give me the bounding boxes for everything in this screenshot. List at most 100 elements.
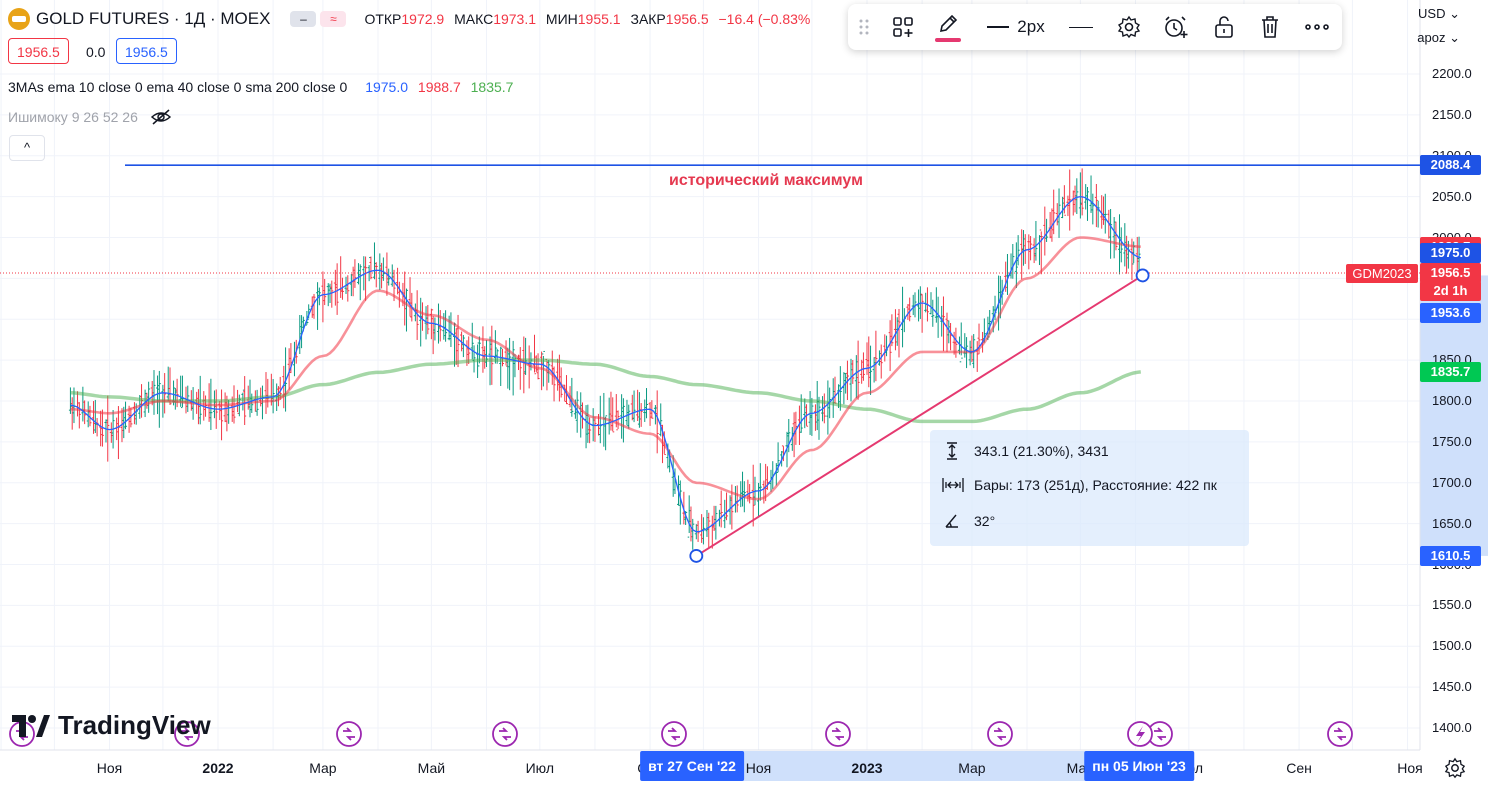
drawing-toolbar: 2px	[848, 4, 1342, 50]
currency-label: USD	[1418, 6, 1446, 21]
price-tick-label: 1700.0	[1432, 474, 1472, 490]
symbol-title[interactable]: GOLD FUTURES · 1Д · MOEX	[36, 9, 271, 28]
ohlc-values: ОТКР1972.9 МАКС1973.1 МИН1955.1 ЗАКР1956…	[364, 11, 816, 27]
price-tick-label: 1800.0	[1432, 393, 1472, 408]
angle-icon	[945, 514, 958, 528]
range-start-date-tag: вт 27 Сен '22	[640, 751, 744, 781]
time-tick-label: Июл	[525, 760, 555, 776]
ichimoku-label: Ишимоку 9 26 52 26	[8, 109, 138, 126]
currency-selector[interactable]: USD ⌄	[1418, 6, 1460, 22]
close-label: ЗАКР	[630, 11, 666, 27]
close-value: 1956.5	[665, 11, 709, 27]
symbol-tag: GDM2023	[1346, 264, 1418, 283]
alert-add-icon[interactable]	[1160, 4, 1192, 50]
trash-icon[interactable]	[1256, 4, 1284, 50]
time-tick-label: Май	[417, 760, 446, 776]
sell-button[interactable]: 1956.5	[8, 38, 69, 64]
grid	[0, 0, 1420, 750]
range-end-date-tag: пн 05 Июн '23	[1084, 751, 1194, 781]
line-width-selector[interactable]: 2px	[984, 4, 1048, 50]
time-tick-label: Ноя	[96, 760, 123, 776]
price-tick-label: 1550.0	[1432, 597, 1472, 613]
objects-tree-icon[interactable]	[888, 4, 918, 50]
time-tick-label: Ноя	[745, 760, 772, 776]
wave-toggle-icon[interactable]: ≈	[320, 11, 347, 27]
chart-settings-icon[interactable]	[1444, 757, 1466, 784]
mas-indicator-legend[interactable]: 3MAs ema 10 close 0 ema 40 close 0 sma 2…	[8, 79, 513, 95]
pencil-color-icon[interactable]	[932, 4, 964, 50]
time-tick-label: Сен	[1286, 760, 1312, 776]
tradingview-wordmark: TradingView	[58, 710, 211, 740]
angle-row: 32°	[944, 513, 995, 529]
ema10-value: 1975.0	[365, 79, 409, 95]
chevron-down-icon: ⌄	[1449, 6, 1460, 21]
gold-symbol-icon	[8, 8, 30, 30]
mas-label: 3MAs ema 10 close 0 ema 40 close 0 sma 2…	[8, 79, 348, 95]
price-tick-label: 1400.0	[1432, 720, 1472, 735]
price-range-text: 343.1 (21.30%), 3431	[974, 443, 1109, 459]
drag-handle-icon[interactable]	[856, 4, 872, 50]
high-label: МАКС	[454, 11, 494, 27]
time-tick-label: 2023	[851, 760, 883, 776]
tradingview-logo-icon	[12, 714, 50, 737]
spread-value: 0.0	[86, 44, 106, 60]
low-value: 1955.1	[577, 11, 621, 27]
unit-selector[interactable]: apoz ⌄	[1417, 30, 1460, 46]
event-marker-icon[interactable]	[825, 721, 851, 747]
time-tick-label: 2022	[202, 760, 234, 776]
price-tag: 1835.7	[1420, 361, 1481, 382]
price-tick-label: 2150.0	[1432, 106, 1472, 122]
line-style-icon[interactable]	[1066, 4, 1096, 50]
bars-range-icon	[942, 478, 964, 492]
trendline[interactable]	[695, 274, 1144, 557]
ma-line-sma200[interactable]	[70, 358, 1141, 424]
event-marker-icon[interactable]	[987, 721, 1013, 747]
price-tick-label: 1500.0	[1432, 638, 1472, 654]
time-range-highlight	[696, 751, 1143, 781]
price-tick-label: 2050.0	[1432, 188, 1472, 204]
ichimoku-indicator-legend[interactable]: Ишимоку 9 26 52 26	[8, 109, 172, 128]
collapse-legend-button[interactable]: ^	[9, 135, 45, 161]
chevron-up-icon: ^	[23, 140, 31, 155]
open-value: 1972.9	[401, 11, 445, 27]
price-tag: 1953.6	[1420, 303, 1481, 323]
buy-button[interactable]: 1956.5	[116, 38, 177, 64]
change-value: −16.4 (−0.83%	[718, 11, 811, 27]
high-value: 1973.1	[493, 11, 537, 27]
historical-max-annotation[interactable]: исторический максимум	[669, 172, 863, 189]
price-tag: 1975.0	[1420, 243, 1481, 263]
unit-label: apoz	[1417, 30, 1446, 45]
angle-text: 32°	[974, 513, 996, 529]
price-tick-label: 1450.0	[1432, 679, 1472, 695]
price-range-row: 343.1 (21.30%), 3431	[944, 442, 1109, 460]
event-marker-icon[interactable]	[661, 721, 687, 747]
chart-header: GOLD FUTURES · 1Д · MOEX – ≈ ОТКР1972.9 …	[8, 8, 816, 30]
unlock-icon[interactable]	[1210, 4, 1238, 50]
ma-line-ema10[interactable]	[70, 195, 1141, 533]
lightning-marker-icon[interactable]	[1127, 721, 1153, 747]
price-tag: 1610.5	[1420, 545, 1481, 566]
settings-icon[interactable]	[1114, 4, 1144, 50]
hidden-eye-icon[interactable]	[150, 109, 172, 128]
event-marker-icon[interactable]	[1327, 721, 1353, 747]
low-label: МИН	[545, 11, 578, 27]
ema40-value: 1988.7	[417, 79, 461, 95]
line-width-icon	[987, 26, 1010, 28]
time-tick-label: Ноя	[1397, 760, 1423, 776]
bars-text: Бары: 173 (251д), Расстояние: 422 пк	[974, 477, 1217, 493]
price-range-icon	[947, 442, 957, 460]
trendline-end-handle[interactable]	[1135, 268, 1150, 283]
line-width-label: 2px	[1017, 17, 1045, 36]
price-tag: 1956.5	[1420, 263, 1481, 283]
compare-toggle-icon[interactable]: –	[290, 11, 317, 27]
event-marker-icon[interactable]	[336, 721, 362, 747]
time-tick-label: Мар	[309, 760, 337, 776]
trendline-start-handle[interactable]	[689, 549, 704, 563]
more-icon[interactable]	[1302, 4, 1332, 50]
event-marker-icon[interactable]	[492, 721, 518, 747]
price-tick-label: 1650.0	[1432, 515, 1472, 531]
tradingview-logo[interactable]: TradingView	[12, 710, 211, 741]
price-tick-label: 2200.0	[1432, 66, 1472, 81]
event-marker-icon[interactable]	[174, 721, 200, 747]
